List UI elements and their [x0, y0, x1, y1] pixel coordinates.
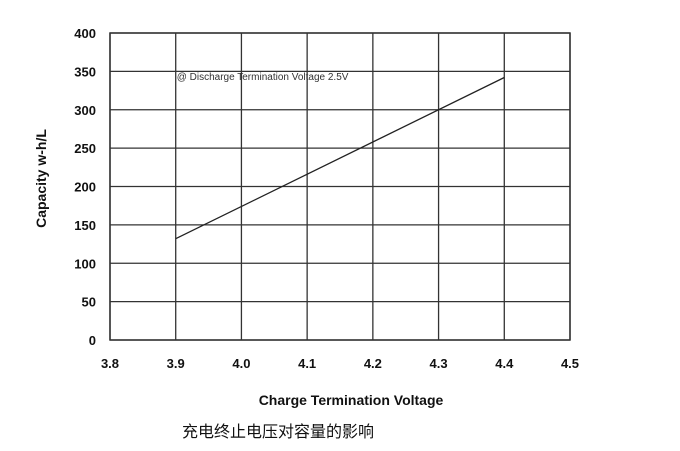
annotation-text: @ Discharge Termination Voltage 2.5V — [177, 72, 349, 83]
chart-caption: 充电终止电压对容量的影响 — [181, 422, 374, 441]
x-tick-label: 4.3 — [430, 356, 448, 371]
y-tick-label: 350 — [74, 64, 96, 79]
y-tick-label: 250 — [74, 141, 96, 156]
x-tick-label: 4.0 — [232, 356, 250, 371]
y-tick-label: 150 — [74, 218, 96, 233]
y-tick-label: 300 — [74, 103, 96, 118]
x-tick-label: 4.1 — [298, 356, 316, 371]
y-axis-tick-labels: 0 50 100 150 200 250 300 350 400 — [74, 26, 96, 348]
series-group — [175, 76, 505, 240]
x-axis-label: Charge Termination Voltage — [259, 392, 444, 408]
annotations: @ Discharge Termination Voltage 2.5V — [177, 72, 349, 83]
y-tick-label: 400 — [74, 26, 96, 41]
y-axis-label: Capacity w-h/L — [33, 129, 49, 228]
y-tick-label: 200 — [74, 180, 96, 195]
y-tick-label: 0 — [89, 333, 96, 348]
x-tick-label: 4.2 — [364, 356, 382, 371]
x-tick-label: 4.4 — [495, 356, 514, 371]
y-tick-label: 100 — [74, 256, 96, 271]
x-axis-tick-labels: 3.8 3.9 4.0 4.1 4.2 4.3 4.4 4.5 — [101, 356, 579, 371]
plot-area-frame — [109, 32, 571, 341]
x-tick-label: 4.5 — [561, 356, 579, 371]
series-line — [175, 76, 505, 240]
x-tick-label: 3.8 — [101, 356, 119, 371]
x-tick-label: 3.9 — [167, 356, 185, 371]
y-tick-label: 50 — [82, 295, 96, 310]
